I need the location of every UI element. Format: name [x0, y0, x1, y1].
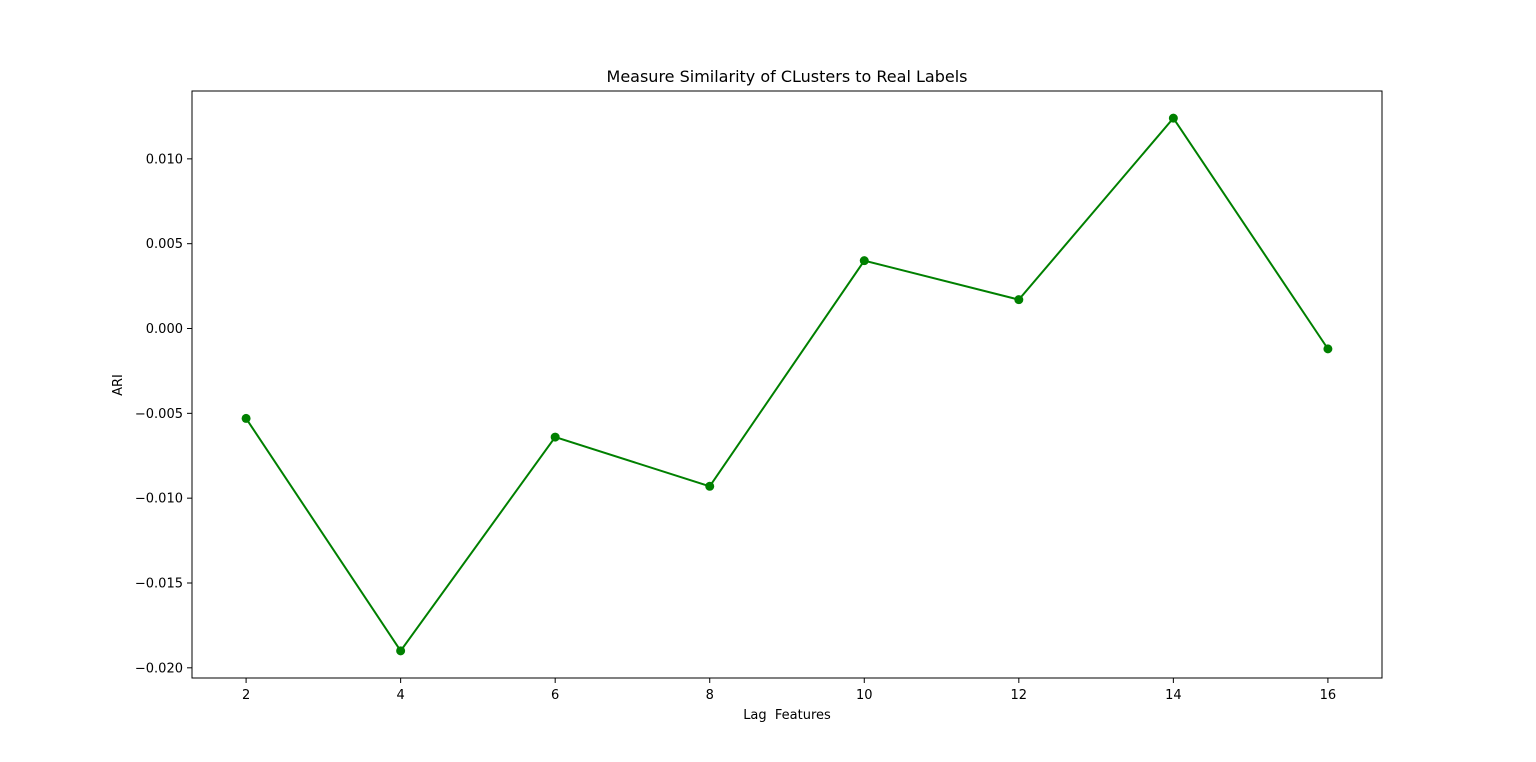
x-tick-label: 4 [396, 688, 404, 703]
y-axis: −0.020 −0.015 −0.010 −0.005 0.000 0.005 0.010 [135, 152, 192, 676]
data-point [550, 432, 560, 442]
chart-title: Measure Similarity of CLusters to Real L… [607, 67, 968, 86]
data-point [705, 481, 715, 491]
x-tick-label: 2 [242, 688, 250, 703]
data-points [241, 113, 1333, 656]
data-point [241, 413, 251, 423]
y-tick-label: −0.005 [135, 407, 183, 422]
data-point [396, 646, 406, 656]
x-tick-label: 6 [551, 688, 559, 703]
y-axis-label: ARI [111, 374, 126, 396]
data-point [1323, 344, 1333, 354]
y-tick-label: −0.020 [135, 661, 183, 676]
x-tick-label: 8 [706, 688, 714, 703]
y-tick-label: −0.015 [135, 576, 183, 591]
x-tick-label: 16 [1320, 688, 1337, 703]
x-tick-label: 14 [1165, 688, 1182, 703]
x-axis: 2 4 6 8 10 12 14 16 [242, 678, 1336, 703]
x-tick-label: 12 [1011, 688, 1028, 703]
y-tick-label: 0.005 [146, 237, 183, 252]
plot-area [191, 90, 1383, 679]
y-tick-label: −0.010 [135, 492, 183, 507]
x-tick-label: 10 [856, 688, 873, 703]
y-tick-label: 0.010 [146, 152, 183, 167]
x-axis-label: Lag Features [743, 708, 831, 723]
y-tick-label: 0.000 [146, 322, 183, 337]
data-point [1168, 113, 1178, 123]
series-line [245, 116, 1329, 653]
data-point [859, 256, 869, 266]
data-point [1014, 295, 1024, 305]
